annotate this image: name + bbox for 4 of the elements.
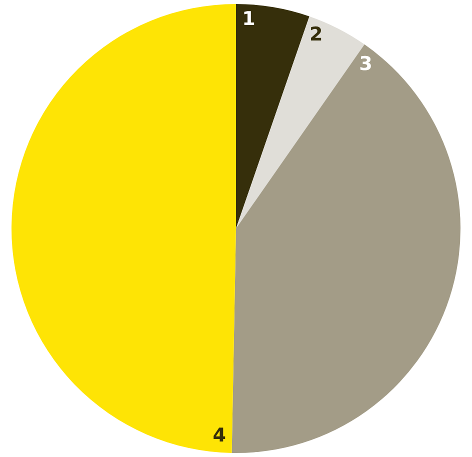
slice-label: 1 [242, 8, 256, 30]
slice-label: 4 [212, 424, 226, 447]
slice-label: 2 [310, 24, 323, 46]
slice-label: 3 [359, 52, 372, 75]
